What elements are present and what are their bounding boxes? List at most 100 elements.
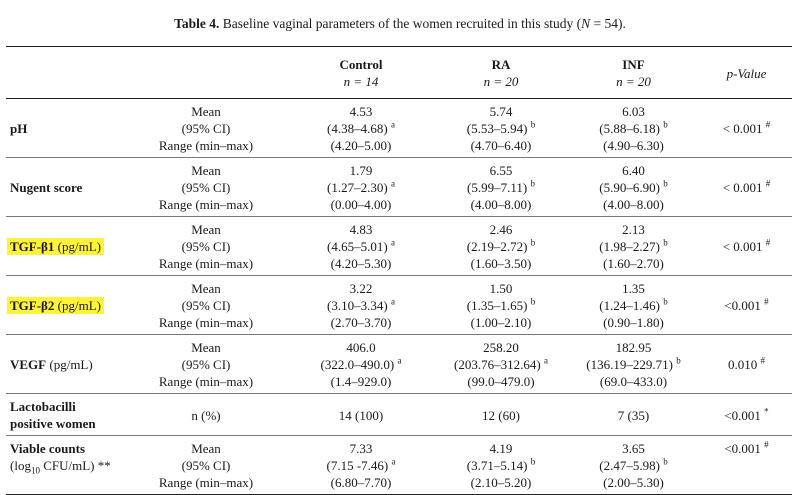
vegf-inf-ci-text: (136.19–229.71) — [586, 357, 673, 372]
nugent-score-inf: 6.40 (5.90–6.90) b (4.00–8.00) — [566, 158, 701, 217]
tgf-1-inf-ci-mark: b — [663, 237, 668, 248]
nugent-score-stats: Mean (95% CI) Range (min–max) — [126, 158, 286, 217]
nugent-score-ra: 6.55 (5.99–7.11) b (4.00–8.00) — [436, 158, 566, 217]
header-inf-n: n = 20 — [616, 74, 651, 89]
vegf-ra-ci-mark: a — [543, 355, 548, 366]
nugent-score-control: 1.79 (1.27–2.30) a (0.00–4.00) — [286, 158, 436, 217]
tgf-2-stat-ci: (95% CI) — [181, 298, 231, 313]
ph-control-mean: 4.53 — [349, 104, 373, 119]
tgf-2-stat-mean: Mean — [191, 281, 221, 296]
tgf-1-stat-range: Range (min–max) — [158, 256, 254, 271]
vegf-inf-ci: (136.19–229.71) b — [566, 356, 701, 373]
row-parameter-nugent-score: Nugent score — [6, 158, 126, 217]
header-statistic — [126, 47, 286, 99]
tgf-2-control-ci-mark: a — [390, 296, 395, 307]
viable-ra: 4.19 (3.71–5.14) b (2.10–5.20) — [436, 436, 566, 495]
lacto-p-text: <0.001 — [724, 407, 761, 423]
row-parameter-lactobacilli: Lactobacilli positive women — [6, 394, 126, 436]
ph-ra: 5.74 (5.53–5.94) b (4.70–6.40) — [436, 99, 566, 158]
lacto-ra: 12 (60) — [482, 407, 520, 423]
ph-control-range: (4.20–5.00) — [330, 138, 392, 153]
vegf-control-ci-text: (322.0–490.0) — [320, 357, 395, 372]
viable-unit-post: CFU/mL) ** — [39, 458, 111, 473]
tgf-1-inf-range: (1.60–2.70) — [603, 256, 664, 271]
tgf-2-control-ci: (3.10–3.34) a — [286, 297, 436, 314]
tgf-2-ra-ci-text: (1.35–1.65) — [466, 298, 528, 313]
vegf-inf-ci-mark: b — [676, 355, 681, 366]
tgf-2-unit: (pg/mL) — [54, 298, 101, 313]
header-ra-n: n = 20 — [483, 74, 519, 89]
header-control: Control n = 14 — [286, 47, 436, 99]
tgf-2-control-mean: 3.22 — [349, 281, 373, 296]
viable-ra-ci-text: (3.71–5.14) — [466, 458, 528, 473]
tgf-1-highlight: TGF-β1 (pg/mL) — [7, 238, 104, 255]
tgf-1-p-mark: # — [765, 237, 771, 248]
viable-p-mark: # — [764, 439, 769, 450]
row-parameter-tgf-1: TGF-β1 (pg/mL) — [6, 217, 126, 276]
tgf-1-inf: 2.13 (1.98–2.27) b (1.60–2.70) — [566, 217, 701, 276]
tgf-1-ra-ci-mark: b — [530, 237, 536, 248]
tgf-1-ra-ci-text: (2.19–2.72) — [466, 239, 528, 254]
vegf-stat-ci: (95% CI) — [181, 357, 231, 372]
vegf-control-range: (1.4–929.0) — [330, 374, 392, 389]
viable-control-range: (6.80–7.70) — [330, 475, 392, 490]
tgf-2-control-ci-text: (3.10–3.34) — [327, 298, 388, 313]
ph-label: pH — [10, 121, 28, 136]
tgf-1-control-mean: 4.83 — [349, 222, 373, 237]
tgf-1-stats: Mean (95% CI) Range (min–max) — [126, 217, 286, 276]
vegf-inf-range: (69.0–433.0) — [599, 374, 668, 389]
viable-control-mean: 7.33 — [349, 441, 373, 456]
tgf-2-highlight: TGF-β2 (pg/mL) — [7, 297, 104, 314]
lacto-label-line2: positive women — [10, 416, 96, 431]
tgf-2-inf: 1.35 (1.24–1.46) b (0.90–1.80) — [566, 276, 701, 335]
viable-stat-range: Range (min–max) — [158, 475, 254, 490]
nugent-score-inf-mean: 6.40 — [622, 163, 645, 178]
viable-ra-mean: 4.19 — [489, 441, 513, 456]
tgf-1-inf-mean: 2.13 — [622, 222, 645, 237]
tgf-2-inf-mean: 1.35 — [622, 281, 645, 296]
header-parameter — [6, 47, 126, 99]
ph-stats: Mean (95% CI) Range (min–max) — [126, 99, 286, 158]
vegf-ra-ci-text: (203.76–312.64) — [454, 357, 541, 372]
vegf-ra: 258.20 (203.76–312.64) a (99.0–479.0) — [436, 335, 566, 394]
tgf-2-stats: Mean (95% CI) Range (min–max) — [126, 276, 286, 335]
viable-ra-ci: (3.71–5.14) b — [436, 457, 566, 474]
tgf-1-control-ci: (4.65–5.01) a — [286, 238, 436, 255]
ph-control: 4.53 (4.38–4.68) a (4.20–5.00) — [286, 99, 436, 158]
nugent-score-stat-range: Range (min–max) — [158, 197, 254, 212]
vegf-p-text: 0.010 — [728, 357, 758, 372]
viable-control-ci-mark: a — [391, 456, 396, 467]
viable-inf-ci-text: (2.47–5.98) — [599, 458, 660, 473]
nugent-score-ra-ci: (5.99–7.11) b — [436, 179, 566, 196]
table-row-tgf-1: TGF-β1 (pg/mL) Mean (95% CI) Range (min–… — [6, 217, 792, 276]
nugent-score-p-mark: # — [765, 178, 771, 189]
vegf-p-mark: # — [760, 355, 766, 366]
tgf-2-ra-ci-mark: b — [530, 296, 536, 307]
header-ra-title: RA — [491, 57, 511, 72]
table-row-nugent-score: Nugent score Mean (95% CI) Range (min–ma… — [6, 158, 792, 217]
tgf-2-inf-ci-mark: b — [663, 296, 668, 307]
viable-ra-ci-mark: b — [530, 456, 536, 467]
nugent-score-control-range: (0.00–4.00) — [330, 197, 392, 212]
nugent-score-control-ci: (1.27–2.30) a — [286, 179, 436, 196]
nugent-score-stat-ci: (95% CI) — [181, 180, 231, 195]
nugent-score-label: Nugent score — [10, 180, 83, 195]
vegf-control-mean: 406.0 — [346, 340, 376, 355]
tgf-2-stat-range: Range (min–max) — [158, 315, 254, 330]
row-parameter-ph: pH — [6, 99, 126, 158]
ph-p-mark: # — [765, 119, 771, 130]
ph-stat-ci: (95% CI) — [181, 121, 231, 136]
nugent-score-inf-ci-mark: b — [663, 178, 668, 189]
tgf-1-inf-ci-text: (1.98–2.27) — [599, 239, 660, 254]
tgf-1-pvalue: < 0.001 # — [701, 217, 792, 276]
vegf-inf-mean: 182.95 — [615, 340, 652, 355]
ph-inf-range: (4.90–6.30) — [603, 138, 664, 153]
viable-pvalue: <0.001 # — [701, 436, 792, 495]
tgf-1-ra: 2.46 (2.19–2.72) b (1.60–3.50) — [436, 217, 566, 276]
viable-control: 7.33 (7.15 -7.46) a (6.80–7.70) — [286, 436, 436, 495]
tgf-2-p-mark: # — [764, 296, 769, 307]
header-pvalue: p-Value — [701, 47, 792, 99]
tgf-1-ra-ci: (2.19–2.72) b — [436, 238, 566, 255]
table-row-lactobacilli: Lactobacilli positive women n (%) 14 (10… — [6, 394, 792, 436]
row-parameter-tgf-2: TGF-β2 (pg/mL) — [6, 276, 126, 335]
